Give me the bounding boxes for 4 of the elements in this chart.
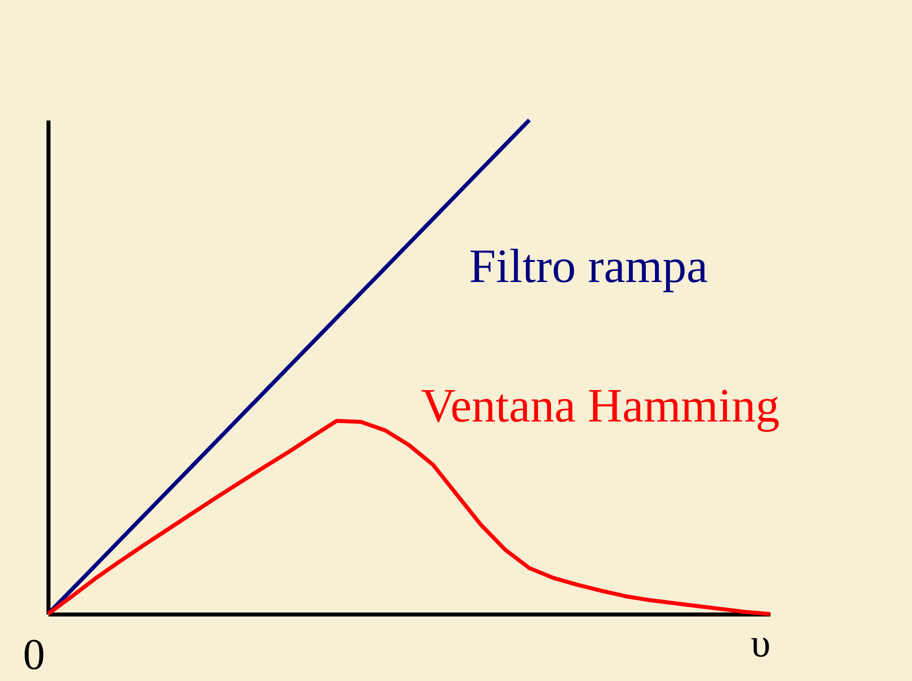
series-label: Filtro rampa [469, 240, 708, 294]
series-label: Ventana Hamming [421, 379, 780, 432]
text: 0 [23, 630, 45, 679]
x-axis-title: υ [750, 620, 770, 666]
